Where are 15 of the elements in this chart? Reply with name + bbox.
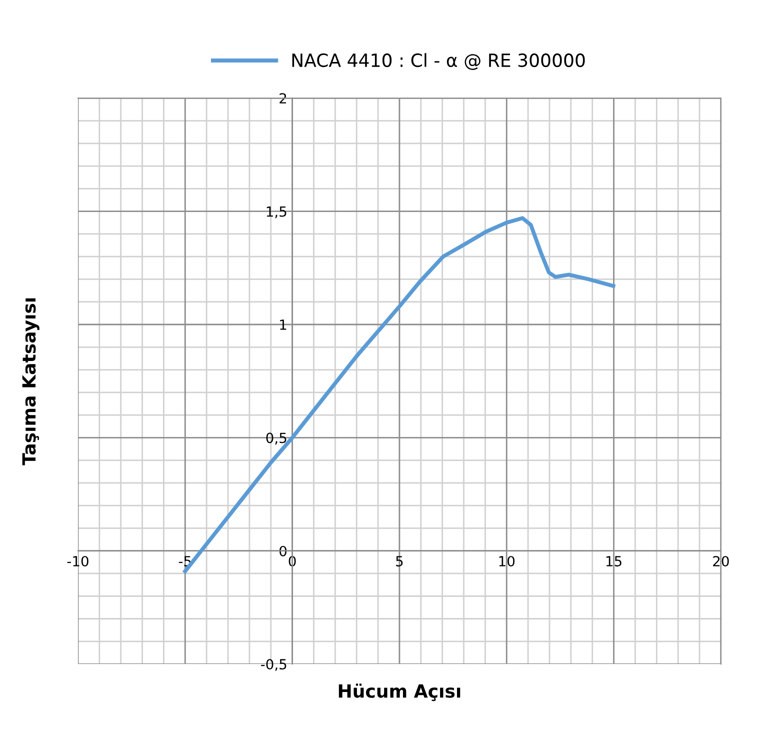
y-tick-label: 0,5 (266, 432, 286, 445)
x-tick-label: -10 (67, 556, 88, 566)
y-tick-label: 0 (280, 546, 287, 556)
x-tick-label: 15 (606, 556, 622, 566)
y-axis-title: Taşıma Katsayısı (22, 298, 40, 466)
x-axis-title: Hücum Açısı (338, 684, 460, 702)
y-tick-label: 2 (280, 93, 286, 104)
legend-label: NACA 4410 : Cl - α @ RE 300000 (292, 53, 585, 70)
x-tick-label: 5 (396, 556, 403, 566)
x-tick-label: 0 (288, 556, 296, 566)
x-tick-label: 20 (713, 556, 729, 566)
y-tick-label: 1,5 (266, 206, 286, 218)
y-tick-label: 1 (280, 320, 286, 330)
y-tick-label: -0,5 (261, 658, 286, 671)
x-tick-label: 10 (499, 556, 515, 566)
